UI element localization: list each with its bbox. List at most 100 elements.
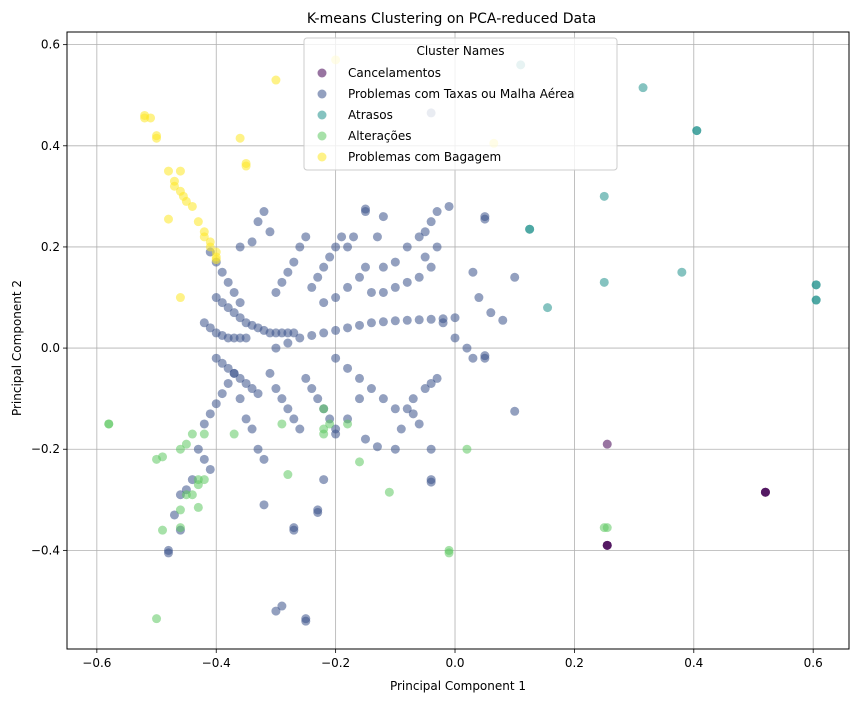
data-point — [211, 293, 221, 303]
data-point — [235, 313, 245, 323]
data-point — [289, 257, 299, 267]
data-point — [480, 212, 490, 222]
data-point — [283, 404, 293, 414]
data-point — [378, 262, 388, 272]
data-point — [420, 384, 430, 394]
data-point — [217, 298, 227, 308]
data-point — [444, 548, 454, 558]
data-point — [271, 606, 281, 616]
data-point — [181, 196, 191, 206]
data-point — [235, 394, 245, 404]
data-point — [355, 272, 365, 282]
data-point — [301, 614, 311, 624]
data-point — [811, 295, 821, 305]
data-point — [277, 601, 287, 611]
y-tick-label: −0.2 — [31, 442, 60, 456]
data-point — [450, 313, 460, 323]
data-point — [390, 316, 400, 326]
data-point — [390, 257, 400, 267]
data-point — [360, 204, 370, 214]
legend-marker — [317, 110, 327, 120]
data-point — [205, 409, 215, 419]
data-point — [169, 510, 179, 520]
data-point — [343, 282, 353, 292]
data-point — [349, 232, 359, 242]
data-point — [187, 429, 197, 439]
data-point — [692, 126, 702, 136]
data-point — [229, 308, 239, 318]
data-point — [277, 419, 287, 429]
data-point — [378, 212, 388, 222]
data-point — [199, 454, 209, 464]
data-point — [193, 480, 203, 490]
data-point — [205, 464, 215, 474]
data-point — [217, 267, 227, 277]
data-point — [301, 373, 311, 383]
data-point — [265, 227, 275, 237]
data-point — [152, 614, 162, 624]
data-point — [181, 439, 191, 449]
data-point — [247, 237, 257, 247]
data-point — [331, 325, 341, 335]
data-point — [253, 389, 263, 399]
data-point — [372, 232, 382, 242]
data-point — [355, 394, 365, 404]
data-point — [211, 353, 221, 363]
data-point — [426, 444, 436, 454]
data-point — [217, 358, 227, 368]
data-point — [241, 161, 251, 171]
data-point — [602, 439, 612, 449]
data-point — [414, 232, 424, 242]
data-point — [295, 242, 305, 252]
data-point — [438, 318, 448, 328]
data-point — [360, 434, 370, 444]
data-point — [313, 394, 323, 404]
data-point — [355, 373, 365, 383]
data-point — [414, 315, 424, 325]
data-point — [525, 224, 535, 234]
legend-label: Atrasos — [348, 108, 393, 122]
data-point — [283, 470, 293, 480]
data-point — [223, 378, 233, 388]
x-tick-label: 0.2 — [565, 656, 584, 670]
data-point — [313, 272, 323, 282]
data-point — [378, 317, 388, 327]
data-point — [343, 242, 353, 252]
data-point — [319, 404, 329, 414]
legend-label: Cancelamentos — [348, 66, 441, 80]
chart-title: K-means Clustering on PCA-reduced Data — [307, 11, 596, 27]
data-point — [193, 217, 203, 227]
data-point — [444, 201, 454, 211]
x-tick-label: −0.2 — [321, 656, 350, 670]
data-point — [325, 419, 335, 429]
y-axis-ticks: −0.4 −0.2 0.0 0.2 0.4 0.6 — [31, 38, 67, 557]
data-point — [480, 351, 490, 361]
data-point — [271, 343, 281, 353]
data-point — [199, 475, 209, 485]
data-point — [199, 419, 209, 429]
data-point — [543, 303, 553, 313]
data-point — [301, 232, 311, 242]
y-tick-label: −0.4 — [31, 543, 60, 557]
x-tick-label: 0.6 — [804, 656, 823, 670]
data-point — [199, 429, 209, 439]
data-point — [158, 525, 168, 535]
data-point — [426, 217, 436, 227]
data-point — [319, 298, 329, 308]
data-point — [146, 113, 156, 123]
y-axis-label: Principal Component 2 — [10, 280, 24, 416]
plot-frame — [66, 31, 850, 650]
data-point — [193, 444, 203, 454]
data-point — [175, 523, 185, 533]
data-point — [414, 272, 424, 282]
data-point — [474, 293, 484, 303]
y-tick-label: 0.0 — [41, 341, 60, 355]
data-point — [265, 368, 275, 378]
data-point — [152, 131, 162, 141]
data-point — [408, 394, 418, 404]
data-point — [319, 475, 329, 485]
y-tick-label: 0.2 — [41, 240, 60, 254]
data-point — [229, 429, 239, 439]
x-tick-label: 0.0 — [445, 656, 464, 670]
data-point — [366, 384, 376, 394]
